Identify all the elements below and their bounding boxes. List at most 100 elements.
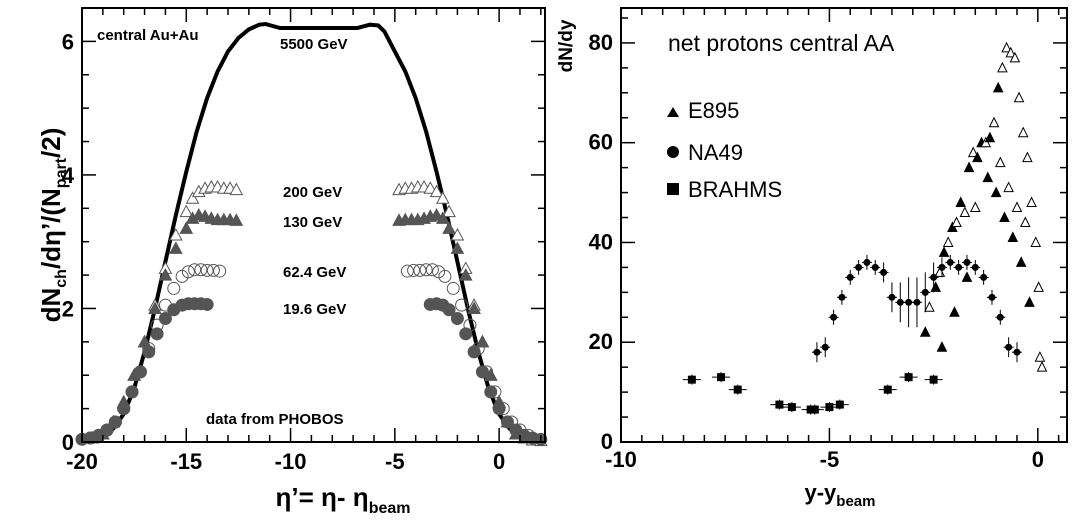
point-brahms (717, 373, 726, 382)
point-130-gev (229, 213, 244, 226)
point-e895 (984, 131, 996, 143)
plot-frame (81, 7, 546, 443)
point-e895 (994, 156, 1006, 168)
point-na49 (813, 348, 821, 356)
point-62-4-gev (446, 281, 460, 295)
point-200-gev (435, 191, 450, 204)
point-62-4-gev (438, 269, 452, 283)
point-na49 (1005, 343, 1013, 351)
point-e895 (924, 301, 935, 312)
ylabel-part-3: /2) (36, 128, 66, 158)
point-62-4-gev (419, 263, 433, 277)
point-130-gev (458, 268, 473, 281)
legend-marker-e895 (667, 107, 679, 117)
point-19-6-gev (467, 345, 481, 359)
point-e895 (942, 236, 954, 247)
point-na49 (921, 288, 929, 296)
y-tick-label: 60 (589, 130, 613, 155)
point-19-6-gev (100, 423, 114, 437)
point-19-6-gev (142, 345, 156, 359)
ylabel-part-2: /dη’/(N (36, 188, 66, 269)
point-e895 (936, 341, 948, 352)
axis-ticks (81, 8, 545, 443)
y-tick-label: 4 (62, 163, 75, 188)
point-200-gev (169, 227, 183, 241)
y-tick-label: 0 (62, 430, 74, 455)
annotation-5500: 5500 GeV (280, 36, 348, 53)
legend-marker-na49 (667, 146, 679, 158)
point-brahms (787, 403, 796, 412)
point-e895 (1009, 51, 1021, 63)
ylabel-sub-2: part (53, 157, 70, 188)
point-e895 (1034, 351, 1046, 362)
point-130-gev (435, 211, 450, 224)
legend-label-na49: NA49 (688, 140, 743, 165)
point-e895 (1024, 296, 1035, 307)
point-62-4-gev (455, 298, 469, 312)
point-na49 (946, 258, 954, 266)
point-na49 (896, 298, 904, 306)
annotation-130: 130 GeV (283, 214, 342, 231)
point-brahms (825, 403, 834, 412)
point-na49 (971, 263, 979, 271)
point-19-6-gev (200, 297, 214, 311)
point-na49 (855, 263, 863, 271)
y-axis-title: dN/dy (556, 19, 577, 72)
xlabel-main: y-y (805, 480, 838, 505)
x-tick-label: -20 (66, 449, 98, 474)
chart-title: net protons central AA (668, 30, 895, 56)
xlabel-sub: beam (369, 500, 411, 517)
x-axis-title: η’= η- ηbeam (276, 482, 411, 517)
net-proton-panel: -10 -5 0 0 20 40 60 80 net protons central AA E… (556, 7, 1068, 510)
point-na49 (863, 258, 871, 266)
point-e895 (1020, 216, 1031, 228)
point-19-6-gev (459, 327, 473, 341)
plot-frame (620, 7, 1068, 443)
point-e895 (982, 171, 994, 183)
point-brahms (904, 373, 913, 382)
point-e895 (919, 326, 931, 337)
point-130-gev (475, 334, 490, 348)
point-e895 (1017, 126, 1029, 138)
x-tick-label: -10 (275, 449, 307, 474)
point-e895 (1003, 181, 1014, 193)
legend: E895 NA49 BRAHMS (667, 98, 782, 202)
point-na49 (938, 263, 946, 271)
point-na49 (913, 298, 921, 306)
x-axis-title: y-ybeam (805, 480, 876, 510)
point-62-4-gev (413, 263, 427, 277)
point-e895 (1013, 91, 1025, 103)
point-19-6-gev (133, 365, 147, 379)
point-e895 (1026, 196, 1037, 208)
point-19-6-gev (450, 311, 464, 325)
point-200-gev (229, 182, 244, 196)
point-brahms (733, 385, 742, 394)
tick-labels: -20 -15 -10 -5 0 0 2 4 6 (62, 29, 505, 474)
point-130-gev (429, 207, 444, 221)
point-na49 (988, 293, 996, 301)
point-e895 (990, 186, 1002, 198)
point-na49 (955, 263, 963, 271)
point-e895 (992, 81, 1004, 93)
point-19-6-gev (125, 385, 139, 399)
point-brahms (687, 375, 696, 384)
ylabel-sub-1: ch (53, 269, 70, 288)
point-130-gev (179, 221, 194, 234)
point-na49 (871, 263, 879, 271)
point-19-6-gev (150, 327, 164, 341)
point-na49 (1013, 348, 1021, 356)
point-na49 (905, 298, 913, 306)
point-62-4-gev (200, 263, 214, 277)
point-na49 (963, 258, 971, 266)
point-na49 (880, 268, 888, 276)
point-200-gev (185, 191, 200, 204)
y-axis-title: dNch/dη’/(Npart/2) (36, 128, 70, 323)
xlabel-sub: beam (836, 493, 875, 510)
point-130-gev (148, 301, 162, 314)
point-130-gev (158, 268, 173, 281)
point-e895 (949, 306, 960, 317)
y-tick-label: 0 (601, 429, 613, 454)
point-e895 (1022, 151, 1033, 163)
